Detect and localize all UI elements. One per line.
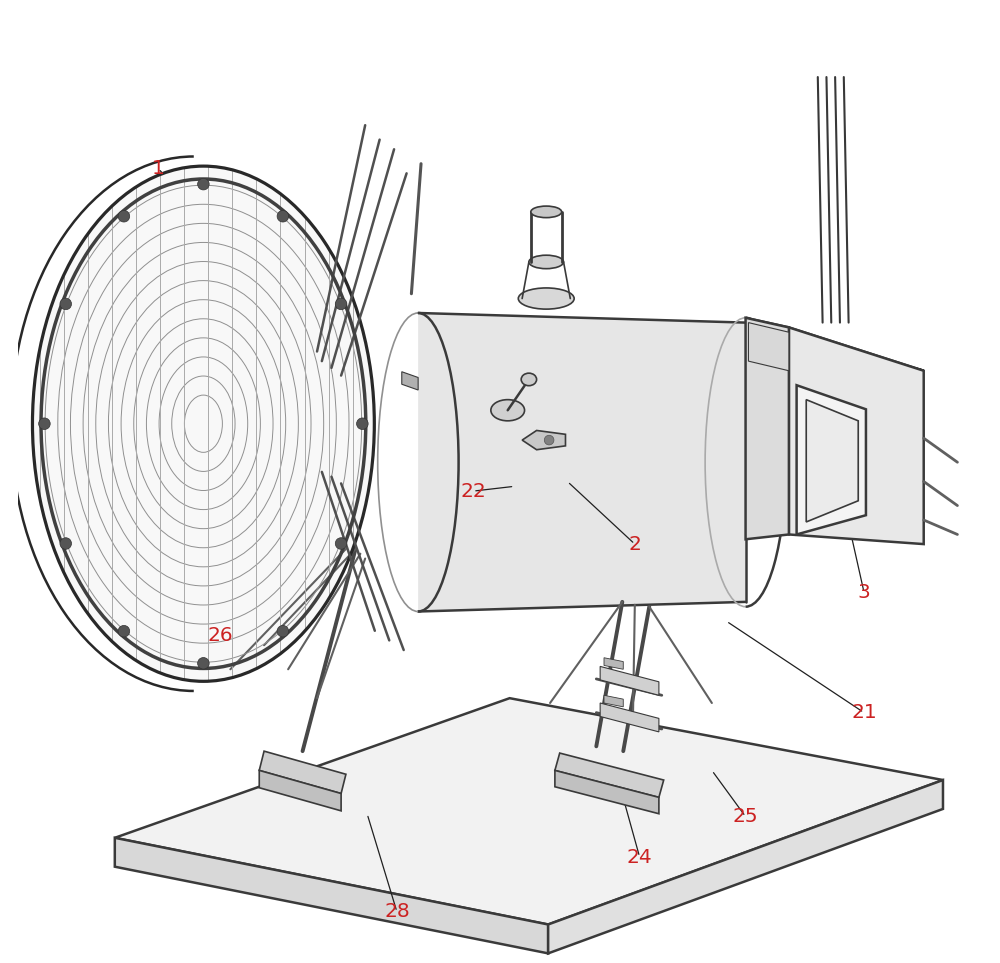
Polygon shape xyxy=(259,751,346,794)
Polygon shape xyxy=(115,838,548,953)
Ellipse shape xyxy=(118,211,130,222)
Ellipse shape xyxy=(531,206,562,218)
Ellipse shape xyxy=(277,211,289,222)
Polygon shape xyxy=(548,780,943,953)
Text: 21: 21 xyxy=(851,703,877,722)
Polygon shape xyxy=(806,400,858,522)
Text: 24: 24 xyxy=(627,847,653,867)
Ellipse shape xyxy=(335,537,347,549)
Ellipse shape xyxy=(277,625,289,637)
Polygon shape xyxy=(115,698,943,924)
Ellipse shape xyxy=(39,418,50,429)
Ellipse shape xyxy=(60,299,72,310)
Text: 22: 22 xyxy=(460,482,486,501)
Ellipse shape xyxy=(118,625,130,637)
Polygon shape xyxy=(259,770,341,811)
Polygon shape xyxy=(604,695,623,707)
Ellipse shape xyxy=(32,166,374,682)
Ellipse shape xyxy=(491,400,525,421)
Text: 25: 25 xyxy=(733,807,758,826)
Polygon shape xyxy=(522,430,565,450)
Ellipse shape xyxy=(198,178,209,190)
Text: 3: 3 xyxy=(858,583,870,602)
Ellipse shape xyxy=(521,373,537,385)
Polygon shape xyxy=(555,770,659,814)
Ellipse shape xyxy=(60,537,72,549)
Polygon shape xyxy=(402,372,418,390)
Polygon shape xyxy=(600,666,659,695)
Ellipse shape xyxy=(518,288,574,309)
Polygon shape xyxy=(418,313,746,612)
Text: 28: 28 xyxy=(384,902,410,922)
Text: 2: 2 xyxy=(628,534,641,554)
Polygon shape xyxy=(746,318,789,539)
Polygon shape xyxy=(746,318,924,371)
Text: 1: 1 xyxy=(152,159,165,178)
Polygon shape xyxy=(748,323,789,371)
Polygon shape xyxy=(600,703,659,732)
Polygon shape xyxy=(555,753,664,797)
Polygon shape xyxy=(789,327,924,544)
Ellipse shape xyxy=(544,435,554,445)
Polygon shape xyxy=(797,385,866,534)
Ellipse shape xyxy=(357,418,368,429)
Polygon shape xyxy=(604,658,623,669)
Ellipse shape xyxy=(529,255,564,269)
Ellipse shape xyxy=(335,299,347,310)
Text: 26: 26 xyxy=(208,626,234,645)
Ellipse shape xyxy=(198,658,209,669)
